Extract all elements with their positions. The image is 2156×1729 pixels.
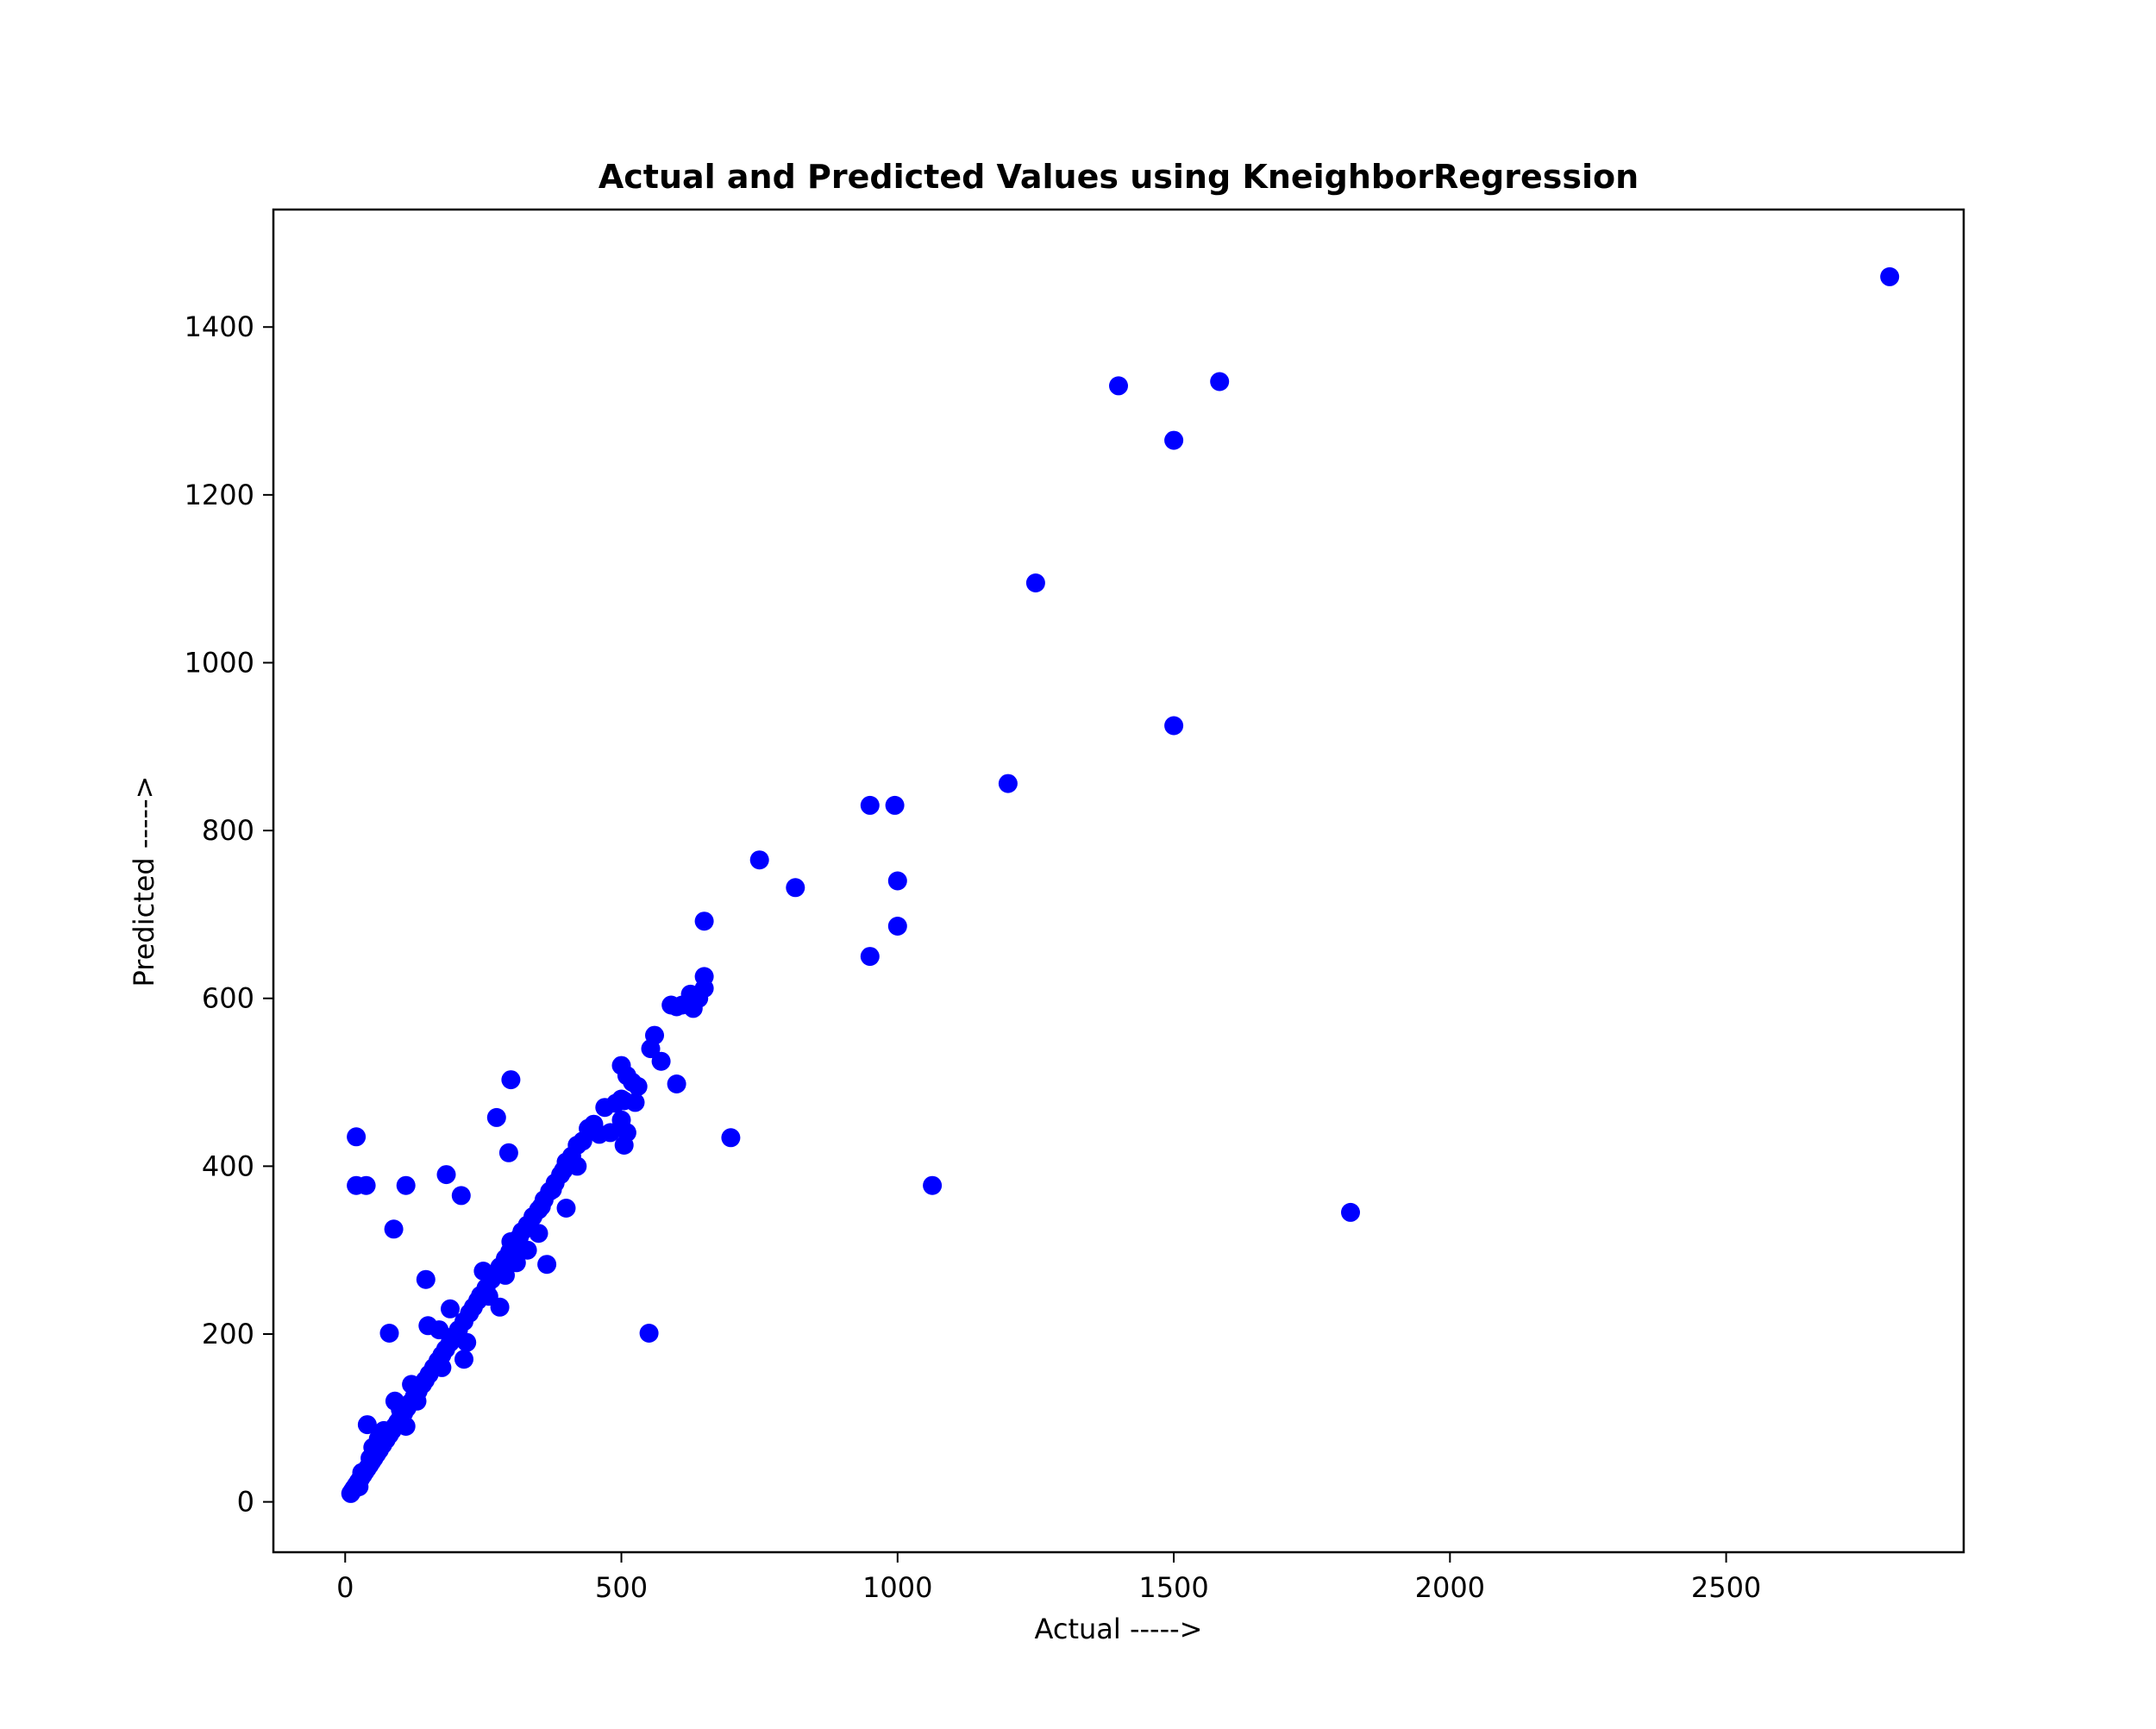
data-point [441,1299,460,1319]
x-tick-label: 0 [336,1571,354,1604]
data-point [887,917,907,936]
data-point [683,999,703,1018]
y-tick-label: 800 [202,814,254,847]
data-point [1025,573,1045,592]
data-point [352,1463,372,1482]
data-point [614,1136,634,1155]
data-point [349,1477,369,1497]
data-point [347,1127,367,1147]
data-point [1164,716,1184,736]
data-point [639,1324,659,1343]
data-point [606,1093,626,1113]
data-point [1341,1202,1360,1222]
x-tick-label: 1000 [862,1571,932,1604]
y-axis-ticks: 0 200 400 600 800 1000 1200 1400 [185,310,273,1519]
data-points [341,266,1900,1503]
data-point [860,795,880,815]
data-point [473,1262,493,1281]
data-point [501,1070,521,1090]
data-point [396,1175,416,1195]
y-tick-label: 1200 [185,479,254,511]
data-point [628,1076,648,1096]
y-tick-label: 1400 [185,310,254,343]
data-point [556,1199,576,1218]
data-point [923,1175,943,1195]
y-axis-label: Predicted -----> [128,776,160,987]
x-tick-label: 500 [595,1571,648,1604]
data-point [885,795,905,815]
x-axis-label: Actual -----> [1035,1613,1203,1645]
data-point [998,774,1018,793]
data-point [446,1328,466,1348]
data-point [694,911,714,931]
data-point [486,1107,506,1127]
data-point [1210,372,1230,392]
data-point [501,1231,521,1251]
data-point [432,1357,452,1377]
x-tick-label: 2500 [1691,1571,1761,1604]
data-point [1109,376,1128,396]
data-point [360,1449,380,1468]
data-point [407,1391,427,1411]
data-point [416,1269,436,1289]
data-point [721,1128,741,1148]
x-tick-label: 1500 [1138,1571,1208,1604]
data-point [641,1039,661,1059]
data-point [667,997,686,1017]
data-point [436,1165,456,1185]
y-tick-label: 200 [202,1318,254,1350]
data-point [887,871,907,891]
x-axis-ticks: 0 500 1000 1500 2000 2500 [336,1552,1761,1604]
data-point [357,1415,377,1435]
data-point [402,1375,422,1394]
data-point [537,1255,557,1275]
data-point [611,1110,631,1130]
data-point [860,947,880,967]
data-point [506,1253,526,1273]
data-point [786,878,805,898]
data-point [479,1287,498,1306]
data-point [667,1074,686,1093]
chart-title: Actual and Predicted Values using Kneigh… [599,158,1639,196]
y-tick-label: 400 [202,1150,254,1182]
data-point [1880,266,1900,286]
data-point [379,1324,399,1343]
data-point [496,1265,515,1285]
data-point [396,1417,416,1436]
data-point [384,1219,404,1239]
data-point [567,1156,587,1176]
data-point [385,1391,404,1411]
data-point [454,1350,473,1369]
data-point [1164,430,1184,450]
y-tick-label: 0 [237,1486,254,1519]
plot-frame [272,208,1965,1554]
data-point [498,1143,518,1162]
y-tick-label: 600 [202,982,254,1015]
data-point [625,1093,645,1112]
data-point [356,1175,376,1195]
data-point [418,1316,438,1336]
data-point [749,850,769,870]
data-point [529,1224,548,1244]
data-point [589,1124,609,1144]
data-point [451,1186,471,1206]
x-tick-label: 2000 [1415,1571,1485,1604]
data-point [517,1240,537,1260]
y-tick-label: 1000 [185,646,254,679]
data-point [651,1051,671,1071]
